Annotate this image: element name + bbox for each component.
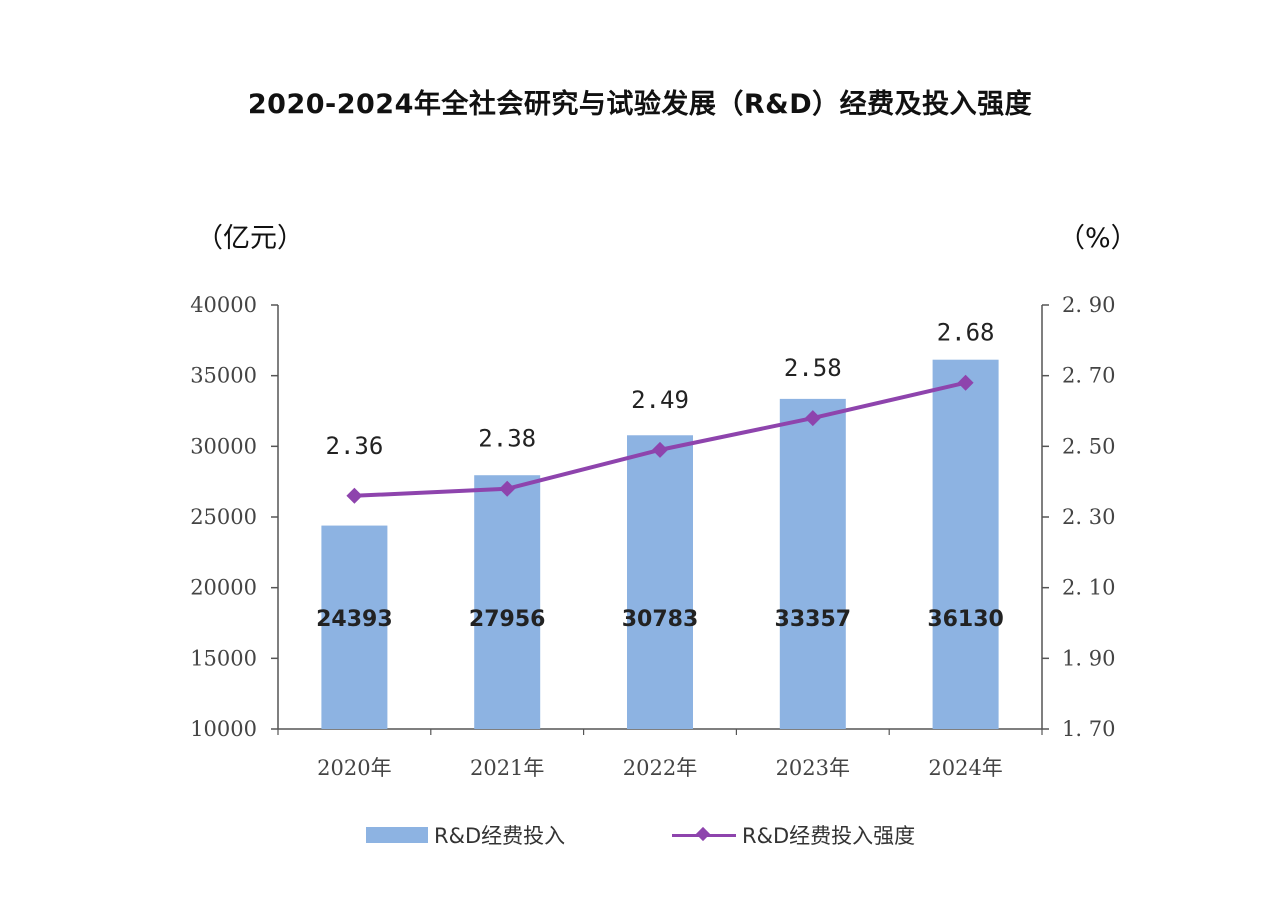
bar <box>932 359 999 729</box>
legend-item-bar-series: R&D经费投入 <box>366 815 565 855</box>
chart-title: 2020-2024年全社会研究与试验发展（R&D）经费及投入强度 <box>247 89 1033 120</box>
legend-line-swatch <box>672 826 736 843</box>
line-value-label: 2.58 <box>784 354 842 382</box>
bar-value-label: 30783 <box>622 607 699 632</box>
left-axis-tick-label: 20000 <box>190 576 257 600</box>
chart-legend: R&D经费投入 R&D经费投入强度 <box>0 815 1280 855</box>
x-axis-tick-label: 2024年 <box>928 756 1002 780</box>
line-point-marker <box>804 410 821 427</box>
bar-value-label: 36130 <box>927 607 1004 632</box>
right-axis-tick-label: 2. 90 <box>1062 293 1115 317</box>
left-axis-tick-label: 35000 <box>190 364 257 388</box>
left-axis-tick-label: 40000 <box>190 293 257 317</box>
bar <box>321 525 388 729</box>
right-axis-tick-label: 1. 90 <box>1062 646 1115 670</box>
legend-item-line-series: R&D经费投入强度 <box>672 815 915 855</box>
x-axis-tick-label: 2022年 <box>623 756 697 780</box>
right-axis-unit-label: （%） <box>1058 223 1138 254</box>
left-axis-tick-label: 25000 <box>190 505 257 529</box>
legend-bar-label: R&D经费投入 <box>434 824 566 848</box>
x-axis-tick-label: 2020年 <box>317 756 391 780</box>
legend-bar-swatch <box>366 827 428 843</box>
bar <box>779 398 846 729</box>
line-point-marker <box>499 480 516 497</box>
bar <box>474 475 541 729</box>
left-axis-unit-label: （亿元） <box>196 223 304 254</box>
line-value-label: 2.68 <box>937 319 995 347</box>
x-axis-tick-label: 2021年 <box>470 756 544 780</box>
right-axis-tick-label: 2. 10 <box>1062 576 1115 600</box>
right-axis-tick-label: 2. 70 <box>1062 364 1115 388</box>
right-axis-tick-label: 2. 30 <box>1062 505 1115 529</box>
right-axis-tick-label: 1. 70 <box>1062 717 1115 741</box>
bar-value-label: 24393 <box>316 607 393 632</box>
bar-value-label: 27956 <box>469 607 546 632</box>
bar <box>627 435 693 729</box>
line-point-marker <box>652 441 668 458</box>
right-axis-tick-label: 2. 50 <box>1062 434 1115 458</box>
line-point-marker <box>346 487 363 504</box>
line-point-marker <box>957 374 974 391</box>
x-axis-tick-label: 2023年 <box>776 756 850 780</box>
left-axis-tick-label: 10000 <box>190 717 257 741</box>
line-value-label: 2.38 <box>478 425 536 453</box>
left-axis-tick-label: 15000 <box>190 646 257 670</box>
line-value-label: 2.36 <box>326 432 384 460</box>
line-value-label: 2.49 <box>631 386 689 414</box>
bar-value-label: 33357 <box>775 607 852 632</box>
left-axis-tick-label: 30000 <box>190 434 257 458</box>
legend-line-label: R&D经费投入强度 <box>742 824 916 848</box>
